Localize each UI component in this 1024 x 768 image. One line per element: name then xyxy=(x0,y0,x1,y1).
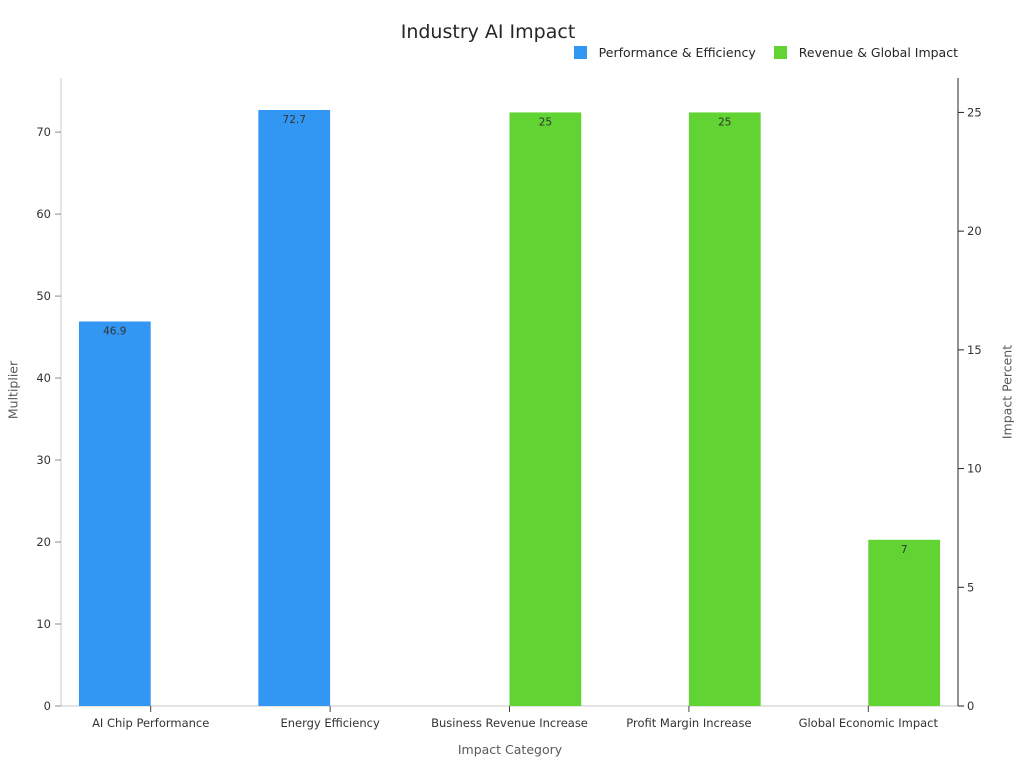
left-axis-tick-label: 20 xyxy=(36,535,51,549)
right-axis-tick-label: 20 xyxy=(967,224,982,238)
bar-4 xyxy=(868,539,941,706)
bar-2 xyxy=(509,112,582,706)
chart-title: Industry AI Impact xyxy=(400,21,576,43)
legend-swatch-revenue xyxy=(773,46,787,59)
left-axis-tick-label: 50 xyxy=(36,289,51,303)
x-axis-title: Impact Category xyxy=(457,742,563,757)
bar-value-label: 72.7 xyxy=(283,114,306,126)
right-axis-tick-label: 0 xyxy=(967,699,974,713)
legend-swatch-performance xyxy=(573,46,587,59)
bar-value-label: 25 xyxy=(718,116,731,128)
legend-label-performance: Performance & Efficiency xyxy=(598,45,756,60)
bar-3 xyxy=(688,112,761,706)
x-axis-category-label: Global Economic Impact xyxy=(799,716,939,730)
x-axis-category-label: AI Chip Performance xyxy=(92,716,209,730)
left-axis-tick-label: 30 xyxy=(36,453,51,467)
bar-value-label: 7 xyxy=(901,544,908,556)
x-axis-category-label: Profit Margin Increase xyxy=(626,716,751,730)
right-axis-tick-label: 5 xyxy=(967,580,974,594)
bar-value-label: 25 xyxy=(539,116,552,128)
left-axis-tick-label: 10 xyxy=(36,617,51,631)
left-axis-tick-label: 70 xyxy=(36,125,51,139)
bar-1 xyxy=(258,109,331,707)
left-axis-tick-label: 40 xyxy=(36,371,51,385)
bar-value-label: 46.9 xyxy=(103,325,126,337)
legend-item-performance: Performance & Efficiency xyxy=(573,45,756,60)
left-axis-tick-label: 0 xyxy=(44,699,51,713)
right-axis-tick-label: 10 xyxy=(967,462,982,476)
legend-label-revenue: Revenue & Global Impact xyxy=(798,45,958,60)
legend: Performance & Efficiency Revenue & Globa… xyxy=(573,45,958,60)
right-axis-tick-label: 25 xyxy=(967,105,982,119)
right-axis-tick-label: 15 xyxy=(967,343,982,357)
legend-item-revenue: Revenue & Global Impact xyxy=(773,45,958,60)
x-axis-category-label: Business Revenue Increase xyxy=(431,716,588,730)
x-axis-category-label: Energy Efficiency xyxy=(280,716,380,730)
bar-0 xyxy=(78,321,151,706)
left-axis-tick-label: 60 xyxy=(36,207,51,221)
